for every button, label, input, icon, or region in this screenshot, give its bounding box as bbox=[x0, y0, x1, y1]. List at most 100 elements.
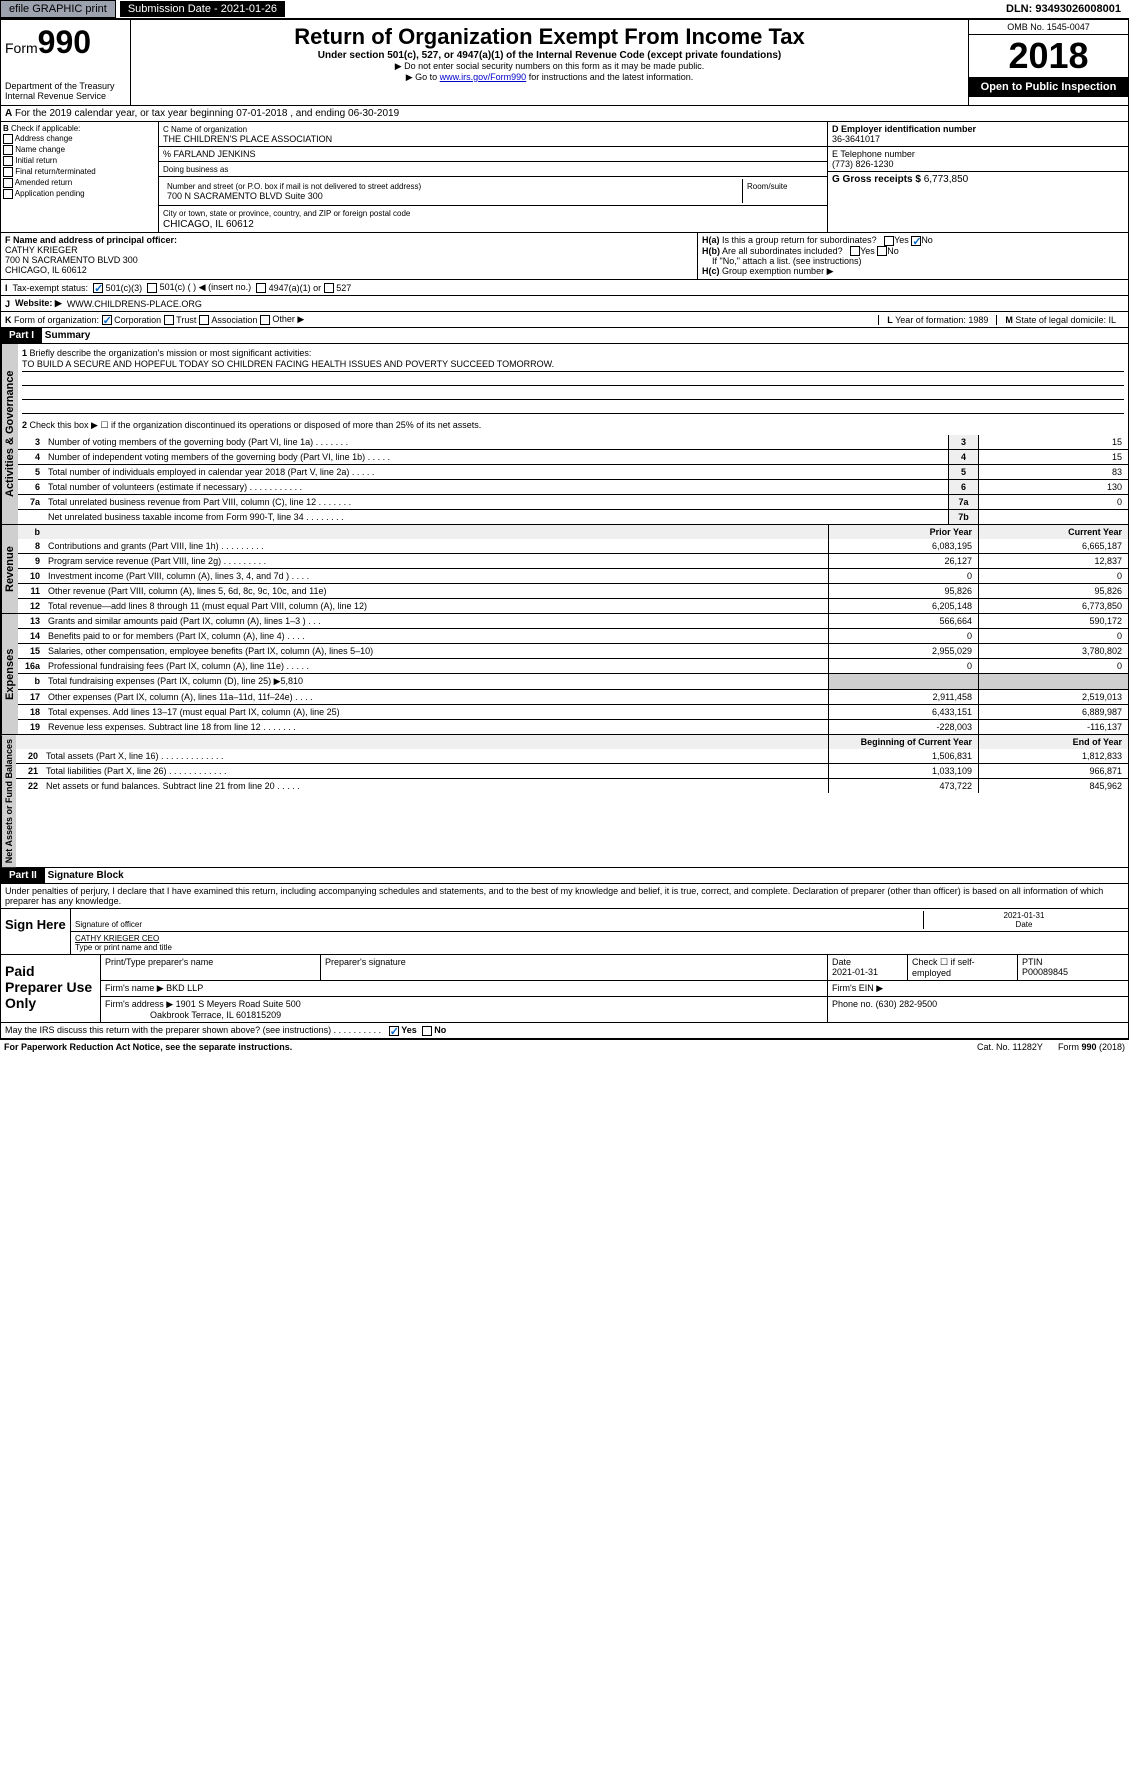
chk-other[interactable] bbox=[260, 315, 270, 325]
hb-yes[interactable] bbox=[850, 246, 860, 256]
i-label: Tax-exempt status: bbox=[13, 283, 89, 293]
ptin-label: PTIN bbox=[1022, 957, 1043, 967]
line-16a: 16aProfessional fundraising fees (Part I… bbox=[18, 658, 1128, 673]
q1-text: Briefly describe the organization's miss… bbox=[30, 348, 312, 358]
page-footer: For Paperwork Reduction Act Notice, see … bbox=[0, 1039, 1129, 1054]
gov-line-5: 5Total number of individuals employed in… bbox=[18, 464, 1128, 479]
firm-name: BKD LLP bbox=[166, 983, 203, 993]
ptin-val: P00089845 bbox=[1022, 967, 1068, 977]
sign-here-label: Sign Here bbox=[1, 909, 71, 954]
ha-yes[interactable] bbox=[884, 236, 894, 246]
phone-val: (773) 826-1230 bbox=[832, 159, 894, 169]
city-val: CHICAGO, IL 60612 bbox=[163, 219, 254, 230]
efile-button[interactable]: efile GRAPHIC print bbox=[0, 0, 116, 18]
date-label: Date bbox=[1016, 920, 1033, 929]
section-B: B Check if applicable: Address change Na… bbox=[1, 122, 159, 232]
chk-name: Name change bbox=[3, 145, 156, 155]
sig-date: 2021-01-31 bbox=[1004, 911, 1045, 920]
col-end: End of Year bbox=[978, 735, 1128, 749]
section-H: H(a) Is this a group return for subordin… bbox=[698, 233, 1128, 279]
room-label: Room/suite bbox=[747, 182, 787, 191]
discuss-row: May the IRS discuss this return with the… bbox=[1, 1022, 1128, 1038]
section-I: I Tax-exempt status: 501(c)(3) 501(c) ( … bbox=[0, 280, 1129, 296]
main-title: Return of Organization Exempt From Incom… bbox=[135, 24, 964, 50]
g-label: G Gross receipts $ bbox=[832, 174, 921, 185]
officer-addr: 700 N SACRAMENTO BLVD 300 bbox=[5, 255, 138, 265]
care-of: % FARLAND JENKINS bbox=[163, 149, 256, 159]
k-label: Form of organization: bbox=[14, 315, 99, 325]
chk-501c[interactable] bbox=[147, 283, 157, 293]
c-name-label: C Name of organization bbox=[163, 125, 247, 134]
gov-line-3: 3Number of voting members of the governi… bbox=[18, 435, 1128, 449]
ha-text: Is this a group return for subordinates? bbox=[722, 235, 877, 245]
addr-label: Number and street (or P.O. box if mail i… bbox=[167, 182, 421, 191]
chk-4947[interactable] bbox=[256, 283, 266, 293]
chk-amended: Amended return bbox=[3, 178, 156, 188]
form-header: Form990 Department of the Treasury Inter… bbox=[0, 19, 1129, 106]
dept-treasury: Department of the Treasury bbox=[5, 81, 126, 91]
b-label: Check if applicable: bbox=[11, 124, 80, 133]
hb-text: Are all subordinates included? bbox=[722, 246, 843, 256]
discuss-yes[interactable] bbox=[389, 1026, 399, 1036]
firm-addr: 1901 S Meyers Road Suite 500 bbox=[176, 999, 301, 1009]
part1-header: Part I Summary bbox=[0, 328, 1129, 344]
chk-501c3[interactable] bbox=[93, 283, 103, 293]
line-14: 14Benefits paid to or for members (Part … bbox=[18, 628, 1128, 643]
line-13: 13Grants and similar amounts paid (Part … bbox=[18, 614, 1128, 628]
form-number: 990 bbox=[38, 24, 91, 60]
cal-year-text: For the 2019 calendar year, or tax year … bbox=[15, 108, 399, 119]
vert-netassets: Net Assets or Fund Balances bbox=[1, 735, 16, 867]
title-cell: Return of Organization Exempt From Incom… bbox=[131, 20, 968, 105]
street-addr: 700 N SACRAMENTO BLVD Suite 300 bbox=[167, 191, 323, 201]
chk-corp[interactable] bbox=[102, 315, 112, 325]
col-prior: Prior Year bbox=[828, 525, 978, 539]
form-number-cell: Form990 Department of the Treasury Inter… bbox=[1, 20, 131, 105]
firm-city: Oakbrook Terrace, IL 601815209 bbox=[150, 1010, 281, 1020]
year-formation: 1989 bbox=[968, 315, 988, 325]
discuss-no[interactable] bbox=[422, 1026, 432, 1036]
ha-no[interactable] bbox=[911, 236, 921, 246]
section-KLM: K Form of organization: Corporation Trus… bbox=[0, 312, 1129, 328]
sections-FH: F Name and address of principal officer:… bbox=[0, 233, 1129, 280]
tax-year: 2018 bbox=[969, 35, 1128, 77]
f-label: F Name and address of principal officer: bbox=[5, 235, 177, 245]
top-bar: efile GRAPHIC print Submission Date - 20… bbox=[0, 0, 1129, 19]
officer-name: CATHY KRIEGER bbox=[5, 245, 78, 255]
firm-addr-label: Firm's address ▶ bbox=[105, 999, 173, 1009]
hb-note: If "No," attach a list. (see instruction… bbox=[712, 256, 861, 266]
goto-post: for instructions and the latest informat… bbox=[526, 72, 693, 82]
chk-527[interactable] bbox=[324, 283, 334, 293]
line-12: 12Total revenue—add lines 8 through 11 (… bbox=[18, 598, 1128, 613]
mission-block: 1 Briefly describe the organization's mi… bbox=[18, 344, 1128, 435]
firm-name-label: Firm's name ▶ bbox=[105, 983, 164, 993]
part1-label: Part I bbox=[1, 328, 42, 343]
sign-here-row: Sign Here Signature of officer 2021-01-3… bbox=[1, 908, 1128, 954]
section-F: F Name and address of principal officer:… bbox=[1, 233, 698, 279]
dln: DLN: 93493026008001 bbox=[998, 1, 1129, 17]
form-ref: Form 990 (2018) bbox=[1058, 1042, 1125, 1052]
part1-title: Summary bbox=[45, 330, 91, 341]
netassets-section: Net Assets or Fund Balances Beginning of… bbox=[0, 735, 1129, 868]
signature-section: Under penalties of perjury, I declare th… bbox=[0, 884, 1129, 1039]
hb-no[interactable] bbox=[877, 246, 887, 256]
col-current: Current Year bbox=[978, 525, 1128, 539]
line-8: 8Contributions and grants (Part VIII, li… bbox=[18, 539, 1128, 553]
form-prefix: Form bbox=[5, 40, 38, 56]
line-9: 9Program service revenue (Part VIII, lin… bbox=[18, 553, 1128, 568]
chk-assoc[interactable] bbox=[199, 315, 209, 325]
cat-no: Cat. No. 11282Y bbox=[977, 1042, 1043, 1052]
line-18: 18Total expenses. Add lines 13–17 (must … bbox=[18, 704, 1128, 719]
line-b: bTotal fundraising expenses (Part IX, co… bbox=[18, 673, 1128, 689]
paid-label: Paid Preparer Use Only bbox=[1, 955, 101, 1022]
vert-expenses: Expenses bbox=[1, 614, 18, 734]
hc-text: Group exemption number ▶ bbox=[722, 266, 833, 276]
form990-link[interactable]: www.irs.gov/Form990 bbox=[440, 72, 527, 82]
open-public: Open to Public Inspection bbox=[969, 77, 1128, 97]
e-label: E Telephone number bbox=[832, 149, 915, 159]
website-val: WWW.CHILDRENS-PLACE.ORG bbox=[67, 299, 202, 309]
type-name-label: Type or print name and title bbox=[75, 943, 172, 952]
chk-trust[interactable] bbox=[164, 315, 174, 325]
section-C: C Name of organizationTHE CHILDREN'S PLA… bbox=[159, 122, 828, 232]
paid-preparer-row: Paid Preparer Use Only Print/Type prepar… bbox=[1, 954, 1128, 1022]
expenses-section: Expenses 13Grants and similar amounts pa… bbox=[0, 614, 1129, 735]
